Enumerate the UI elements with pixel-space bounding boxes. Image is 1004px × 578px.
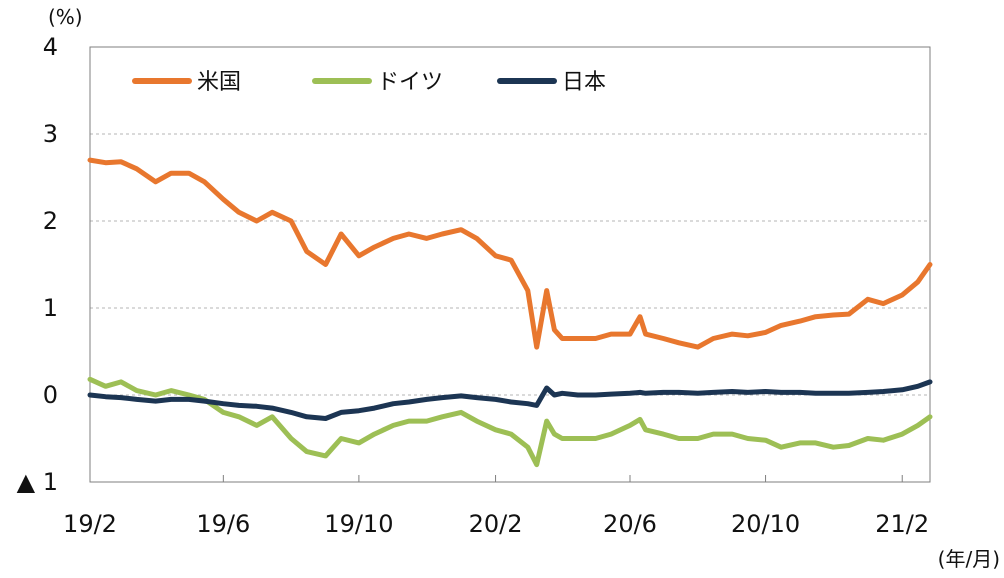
x-tick-label: 21/2 — [875, 510, 929, 538]
legend-item: 日本 — [497, 70, 606, 95]
axes — [89, 46, 931, 483]
x-tick-label: 20/6 — [603, 510, 657, 538]
legend: 米国 ドイツ 日本 — [132, 70, 606, 95]
legend-label: ドイツ — [377, 70, 443, 95]
y-axis-unit: (%) — [48, 5, 83, 29]
legend-item: ドイツ — [312, 70, 443, 95]
x-tick-label: 19/10 — [324, 510, 393, 538]
y-tick-label: 1 — [43, 294, 58, 322]
series-line-米国 — [87, 157, 933, 350]
legend-label: 日本 — [562, 70, 606, 95]
y-tick-label: 4 — [43, 33, 58, 61]
series-line-ドイツ — [87, 376, 933, 468]
x-axis-unit: (年/月) — [938, 547, 1000, 571]
y-tick-label: 3 — [43, 120, 58, 148]
legend-item: 米国 — [132, 70, 241, 95]
y-tick-label: 2 — [43, 207, 58, 235]
series-line-日本 — [87, 379, 933, 421]
x-tick-label: 19/6 — [196, 510, 250, 538]
gridlines — [90, 133, 930, 396]
x-axis-tick-labels: 19/2 19/6 19/10 20/2 20/6 20/10 21/2 — [63, 510, 929, 538]
series-lines — [87, 157, 933, 468]
plot-area-frame — [89, 46, 931, 483]
x-tick-label: 19/2 — [63, 510, 117, 538]
x-tick-label: 20/10 — [731, 510, 800, 538]
y-tick-label: 0 — [43, 381, 58, 409]
y-axis-tick-labels: 4 3 2 1 0 ▲ 1 — [17, 33, 58, 496]
legend-label: 米国 — [197, 70, 241, 95]
x-tick-label: 20/2 — [469, 510, 523, 538]
y-tick-label: ▲ 1 — [17, 468, 58, 496]
